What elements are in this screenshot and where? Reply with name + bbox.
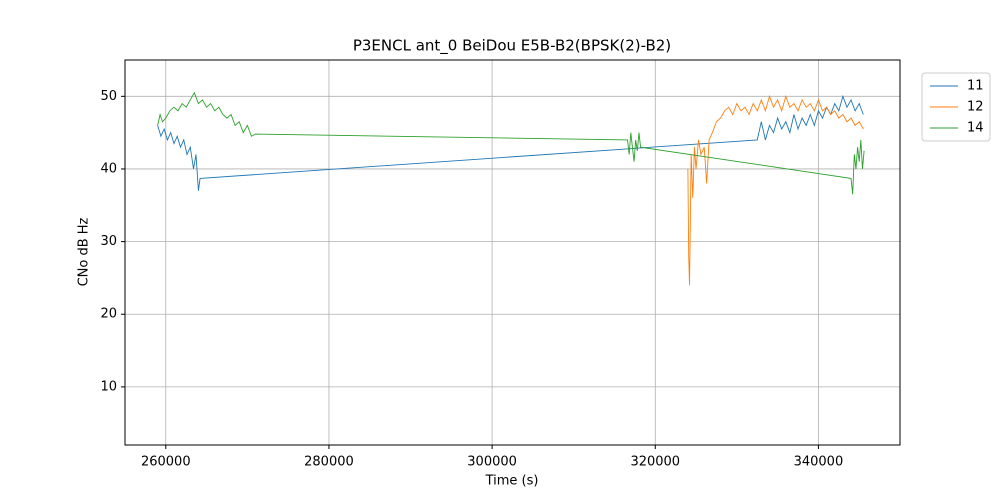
plot-area (125, 60, 900, 445)
series-line (157, 94, 864, 191)
y-tick-label: 10 (100, 379, 117, 394)
x-tick-label: 320000 (630, 455, 680, 470)
y-axis-label: CNo dB Hz (77, 217, 92, 286)
x-tick-label: 300000 (467, 455, 517, 470)
y-tick-label: 50 (100, 89, 117, 104)
axes-frame (124, 59, 901, 446)
x-tick-label: 260000 (141, 455, 191, 470)
series-line (687, 94, 864, 286)
x-tick-label: 280000 (304, 455, 354, 470)
y-tick-label: 40 (100, 161, 117, 176)
x-axis-label: Time (s) (485, 474, 539, 489)
x-tick-label: 340000 (794, 455, 844, 470)
y-tick-label: 20 (100, 307, 117, 322)
y-tick-label: 30 (100, 234, 117, 249)
chart-title: P3ENCL ant_0 BeiDou E5B-B2(BPSK(2)-B2) (353, 37, 671, 56)
series-line (157, 91, 865, 195)
legend-label: 14 (967, 121, 984, 136)
legend-label: 12 (967, 100, 984, 115)
legend-label: 11 (967, 79, 984, 94)
